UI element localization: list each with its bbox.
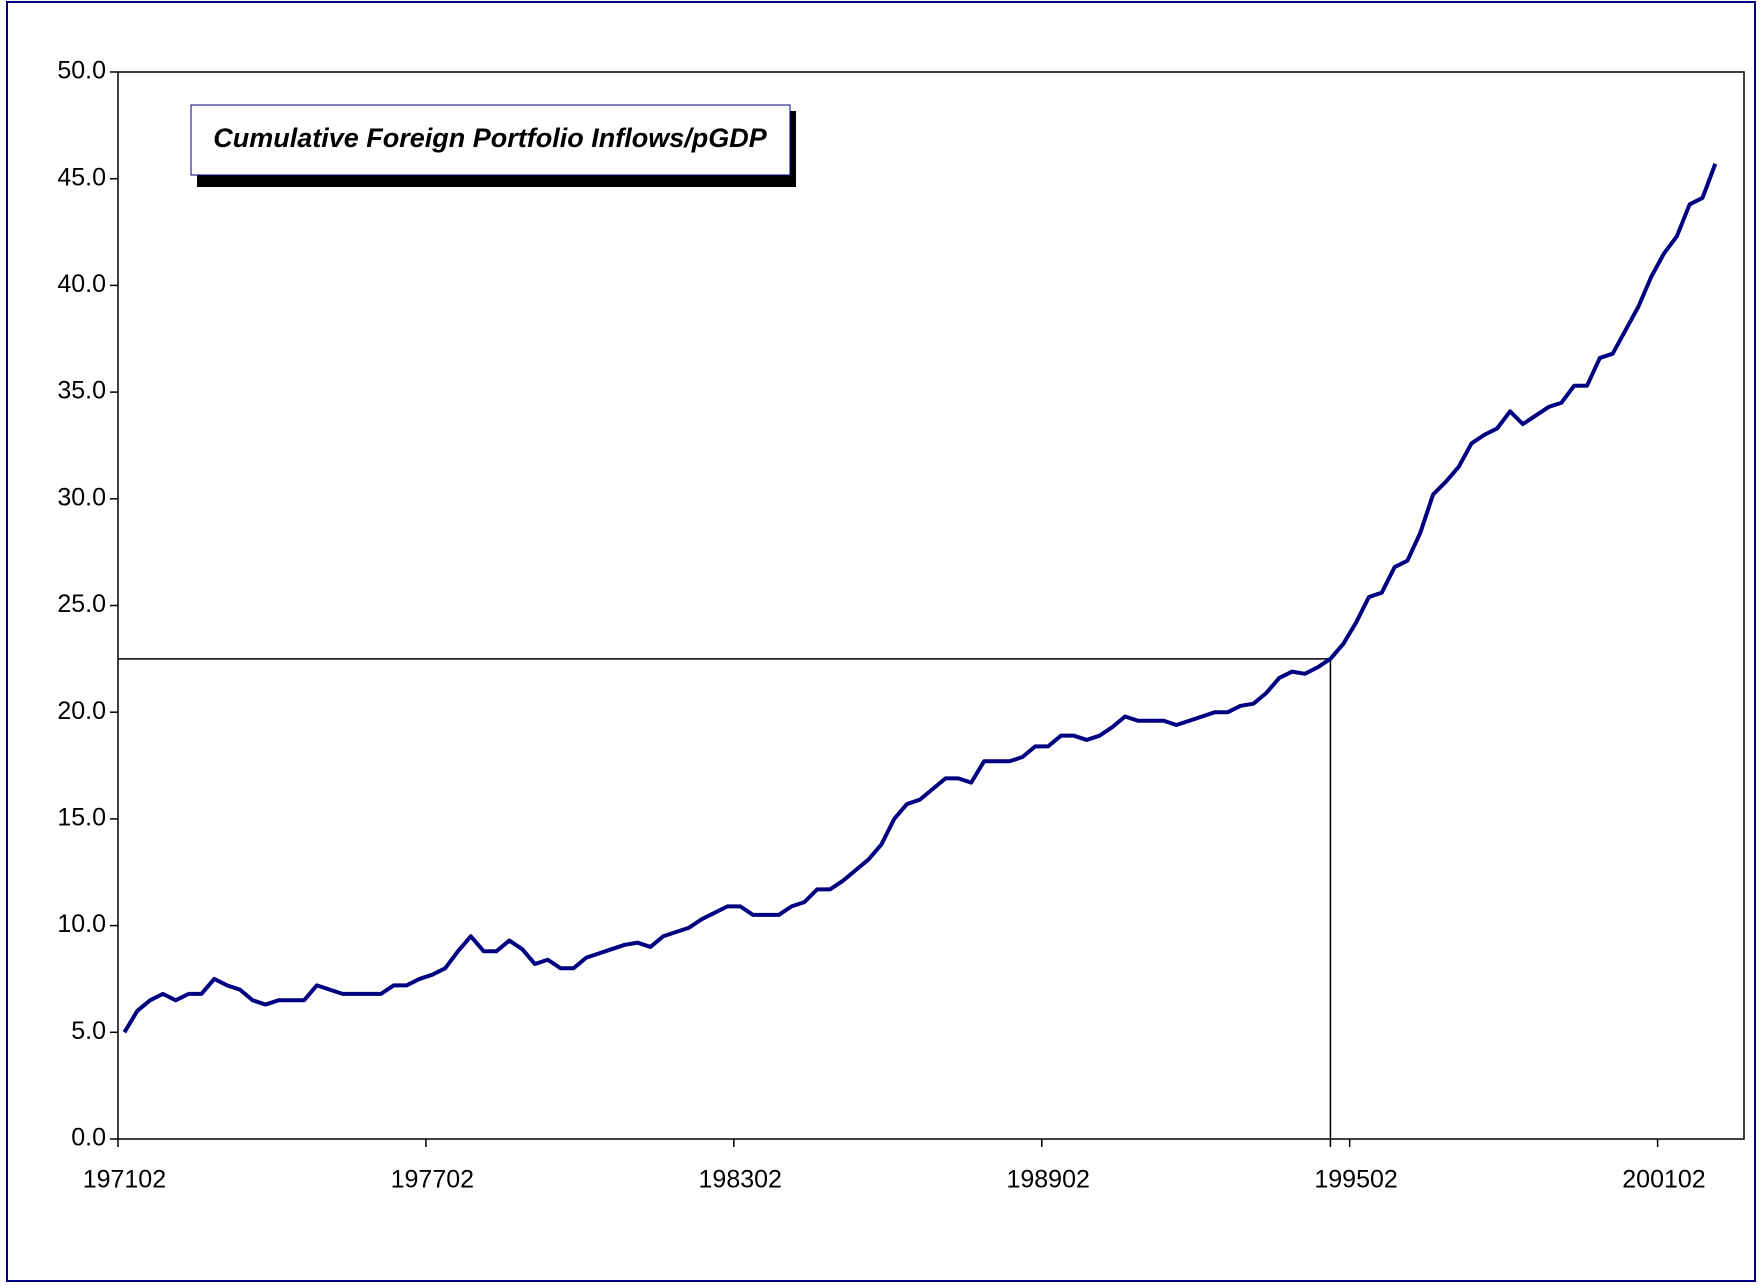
y-tick-label: 25.0 — [57, 590, 106, 618]
x-tick-label: 197702 — [391, 1166, 474, 1194]
x-tick-label: 198302 — [699, 1166, 782, 1194]
y-tick-label: 50.0 — [57, 57, 106, 85]
y-tick-label: 35.0 — [57, 377, 106, 405]
y-tick-label: 5.0 — [71, 1017, 106, 1045]
y-tick-label: 0.0 — [71, 1124, 106, 1152]
x-tick-label: 198902 — [1006, 1166, 1089, 1194]
series-line — [122, 163, 1718, 1034]
title-box — [190, 104, 791, 176]
x-tick-label: 199502 — [1314, 1166, 1397, 1194]
y-tick-label: 30.0 — [57, 483, 106, 511]
y-tick-label: 20.0 — [57, 697, 106, 725]
plot-area — [117, 71, 1745, 1140]
chart-title: Cumulative Foreign Portfolio Inflows/pGD… — [213, 123, 768, 153]
x-tick-label: 200102 — [1622, 1166, 1705, 1194]
y-tick-label: 15.0 — [57, 804, 106, 832]
x-tick-label: 197102 — [83, 1166, 166, 1194]
y-tick-label: 40.0 — [57, 270, 106, 298]
y-tick-label: 10.0 — [57, 910, 106, 938]
y-tick-label: 45.0 — [57, 163, 106, 191]
